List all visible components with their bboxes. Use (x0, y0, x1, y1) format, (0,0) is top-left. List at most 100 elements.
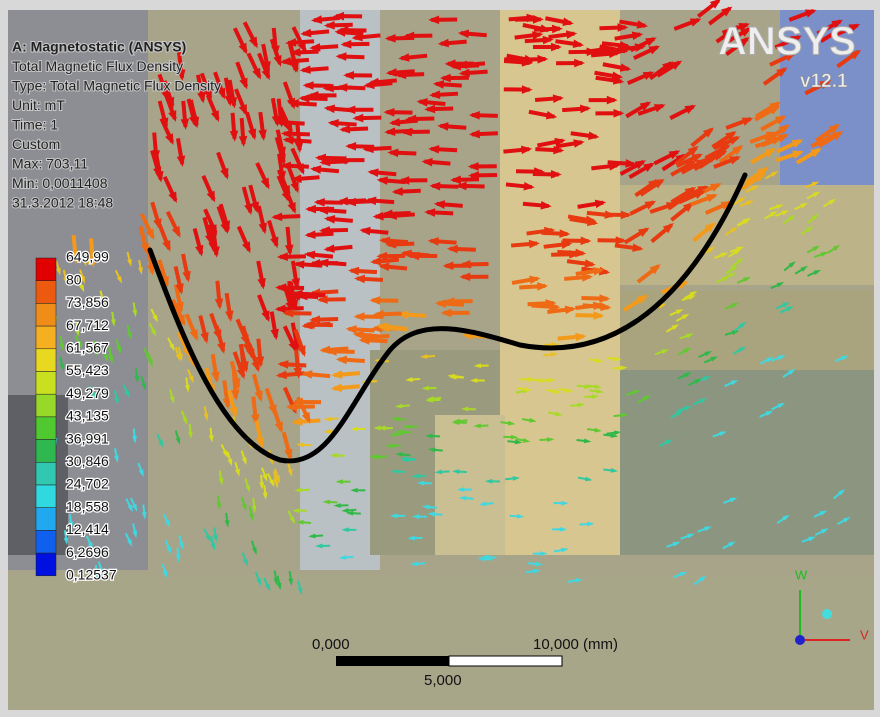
field-arrow-head (289, 47, 301, 57)
field-arrow-head (381, 209, 393, 219)
field-arrow-head (719, 431, 727, 437)
field-arrow-head (581, 273, 594, 282)
field-arrow-head (175, 301, 184, 314)
field-arrow-head (481, 554, 489, 560)
field-arrow-head (586, 521, 595, 527)
field-arrow-head (274, 304, 286, 314)
field-arrow-head (259, 482, 265, 490)
field-arrow-head (575, 578, 583, 583)
field-arrow-head (788, 214, 796, 222)
header-line: Custom (12, 136, 60, 152)
field-arrow-head (662, 61, 674, 72)
field-arrow-head (391, 187, 403, 196)
field-arrow-head (572, 39, 585, 49)
field-arrow-head (176, 69, 186, 81)
field-arrow-head (246, 348, 255, 361)
field-arrow-head (291, 417, 303, 426)
field-arrow-head (730, 379, 739, 386)
field-arrow-head (395, 70, 407, 80)
field-arrow-head (345, 142, 357, 151)
field-arrow-head (579, 104, 592, 114)
field-arrow-head (373, 425, 381, 431)
field-arrow-head (211, 371, 220, 383)
field-arrow-head (813, 269, 822, 276)
field-arrow-head (231, 389, 240, 401)
field-arrow-head (265, 583, 271, 592)
field-arrow-head (304, 230, 316, 239)
header-line: Total Magnetic Flux Density (12, 58, 183, 74)
field-arrow-head (280, 129, 292, 139)
field-arrow-head (124, 390, 130, 399)
field-arrow-head (203, 413, 209, 422)
field-arrow-head (729, 497, 738, 503)
field-arrow-head (100, 297, 105, 306)
field-arrow-head (770, 171, 779, 177)
field-arrow-head (279, 56, 292, 66)
field-arrow-head (771, 136, 783, 145)
field-arrow-head (257, 277, 266, 290)
field-arrow-head (241, 503, 247, 512)
field-arrow-head (367, 168, 379, 177)
field-arrow-head (329, 453, 338, 458)
legend-label: 73,856 (66, 294, 109, 310)
field-arrow-head (551, 42, 562, 52)
field-arrow-head (510, 434, 519, 440)
field-arrow-head (398, 176, 410, 185)
field-arrow-head (526, 13, 538, 23)
field-arrow-head (175, 555, 181, 563)
field-arrow-head (164, 519, 171, 528)
field-arrow-head (282, 308, 294, 318)
field-arrow-head (165, 133, 174, 145)
field-arrow-head (738, 37, 750, 47)
ground (8, 575, 874, 710)
field-arrow-head (250, 414, 260, 426)
field-arrow-head (778, 355, 786, 361)
field-arrow-head (516, 513, 525, 519)
field-arrow-head (203, 89, 212, 101)
field-arrow-head (162, 240, 171, 252)
field-arrow-head (369, 296, 381, 305)
field-arrow-head (437, 122, 449, 131)
field-arrow-head (323, 104, 336, 114)
header-line: Max: 703,11 (12, 156, 88, 172)
field-arrow-head (334, 28, 346, 37)
field-arrow-head (834, 26, 846, 36)
field-arrow-head (610, 467, 619, 473)
field-arrow-head (200, 332, 209, 344)
field-arrow-head (841, 355, 849, 361)
field-arrow-head (786, 306, 794, 312)
field-arrow-head (739, 321, 747, 329)
field-arrow-head (437, 38, 450, 48)
field-arrow-head (729, 156, 741, 165)
field-arrow-head (289, 516, 296, 525)
field-arrow-head (188, 375, 194, 384)
field-arrow-head (270, 236, 279, 249)
field-arrow-head (533, 568, 541, 574)
field-arrow-head (416, 480, 425, 486)
field-arrow-head (290, 174, 302, 183)
field-arrow-head (235, 468, 240, 477)
field-arrow-head (593, 311, 605, 320)
field-arrow-head (294, 141, 304, 153)
field-arrow-head (372, 211, 384, 221)
field-arrow-head (687, 145, 699, 156)
field-arrow-head (776, 282, 785, 288)
field-arrow-head (596, 388, 605, 394)
field-arrow-head (670, 60, 683, 71)
legend-label: 67,712 (66, 317, 109, 333)
field-arrow-head (208, 241, 217, 254)
field-arrow-head (178, 353, 183, 362)
field-arrow-head (397, 310, 409, 320)
field-arrow-head (180, 118, 190, 130)
field-arrow-head (158, 440, 164, 448)
field-arrow-head (74, 329, 80, 337)
legend-label: 55,423 (66, 362, 109, 378)
field-arrow-head (565, 387, 574, 393)
field-arrow-head (68, 521, 74, 530)
field-arrow-head (323, 21, 335, 30)
field-arrow-head (782, 514, 790, 521)
field-arrow-head (238, 104, 247, 116)
field-arrow-head (91, 391, 97, 400)
field-arrow-head (317, 258, 329, 268)
field-arrow-head (310, 15, 323, 24)
